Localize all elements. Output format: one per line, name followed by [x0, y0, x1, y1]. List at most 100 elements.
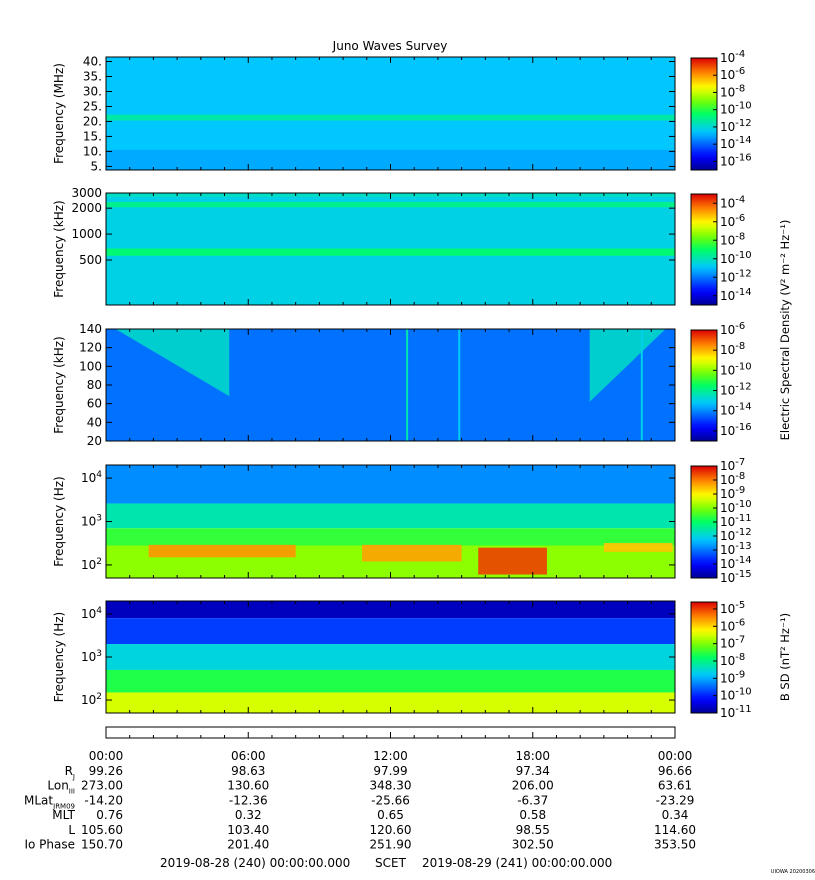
y-tick-label: 120 [79, 341, 102, 355]
y-tick-label: 103 [81, 514, 102, 529]
ephemeris-value: 105.60 [81, 823, 123, 837]
figure-title: Juno Waves Survey [332, 39, 448, 53]
spectrogram-panel-3: 20 40 60 80 100 120 140 Frequency (kHz) 10-6 10-8… [52, 321, 752, 448]
y-tick-label: 1000 [71, 227, 102, 241]
y-tick-label: 102 [81, 557, 102, 572]
colorbar-label: B SD (nT² Hz⁻¹) [778, 613, 792, 701]
colorbar-tick-label: 10-16 [720, 422, 752, 438]
colorbar-tick-label: 10-8 [720, 471, 745, 487]
ephemeris-value: -14.20 [84, 793, 123, 807]
colorbar-tick-label: 10-13 [720, 541, 752, 557]
ephemeris-value: 0.58 [519, 808, 546, 822]
ephemeris-value: 150.70 [81, 838, 123, 852]
ephemeris-row-label: Io Phase [24, 838, 75, 852]
feature-emission-1 [115, 329, 230, 397]
feature-emission-2 [589, 329, 666, 402]
ephemeris-value: 0.32 [235, 808, 262, 822]
colorbar-tick-label: 10-10 [720, 101, 752, 117]
spectrogram-panel-1: 5.10.15.20.25.30.35.40. Frequency (MHz) 10… [52, 49, 752, 173]
feature-band-0 [106, 465, 675, 504]
time-label: 18:00 [515, 749, 550, 763]
ephemeris-row-label: L [68, 823, 75, 837]
ephemeris-value: 201.40 [227, 838, 269, 852]
y-tick-label: 20 [87, 434, 102, 448]
colorbar-tick-label: 10-8 [720, 83, 745, 99]
colorbar-scale [690, 465, 718, 579]
y-axis-label: Frequency (Hz) [52, 476, 66, 567]
ephemeris-value: 0.65 [377, 808, 404, 822]
colorbar-tick-label: 10-6 [720, 66, 745, 82]
feature-burst-6 [478, 547, 547, 575]
colorbar: 10-710-810-910-1010-1110-1210-1310-1410-… [690, 457, 752, 585]
colorbar-scale [690, 329, 718, 442]
y-tick-label: 100 [79, 359, 102, 373]
time-label: 00:00 [658, 749, 693, 763]
y-tick-label: 104 [81, 606, 102, 621]
ephemeris-value: 97.99 [373, 764, 407, 778]
colorbar-tick-label: 10-12 [720, 268, 752, 284]
colorbar: 10-4 10-6 10-8 10-10 10-12 10-14 Electric Spec… [690, 193, 792, 440]
ephemeris-value: 302.50 [512, 838, 554, 852]
start-time: 2019-08-28 (240) 00:00:00.000 [160, 856, 350, 870]
y-tick-label: 60 [87, 397, 102, 411]
colorbar-tick-label: 10-6 [720, 321, 745, 337]
ephemeris-value: 348.30 [370, 779, 412, 793]
feature-band-1 [106, 114, 675, 121]
colorbar-tick-label: 10-16 [720, 152, 752, 168]
y-tick-label: 5. [91, 159, 102, 173]
ephemeris-value: 98.55 [516, 823, 550, 837]
y-tick-label: 10. [83, 144, 102, 158]
colorbar-tick-label: 10-4 [720, 49, 745, 65]
ephemeris-value: -12.36 [229, 793, 268, 807]
time-axis [105, 726, 676, 739]
ephemeris-table: 00:00 06:00 12:00 18:00 00:00 RJ 99.26 98.63 97.… [24, 749, 696, 852]
colorbar-tick-label: 10-10 [720, 687, 752, 703]
end-time: 2019-08-29 (241) 00:00:00.000 [422, 856, 612, 870]
feature-band-3 [106, 669, 675, 693]
ephemeris-value: 63.61 [658, 779, 692, 793]
feature-band-2 [106, 644, 675, 670]
y-tick-label: 500 [79, 253, 102, 267]
ephemeris-value: 96.66 [658, 764, 692, 778]
colorbar-tick-label: 10-14 [720, 135, 752, 151]
colorbar-tick-label: 10-12 [720, 382, 752, 398]
colorbar-tick-label: 10-5 [720, 600, 745, 616]
colorbar-tick-label: 10-4 [720, 194, 745, 210]
y-tick-label: 80 [87, 378, 102, 392]
ephemeris-value: 98.63 [231, 764, 265, 778]
colorbar-scale [690, 193, 718, 306]
colorbar-tick-label: 10-6 [720, 213, 745, 229]
colorbar-tick-label: 10-8 [720, 652, 745, 668]
feature-burst-4 [148, 544, 296, 558]
ephemeris-row-label: LonIII [47, 779, 75, 796]
feature-burst-7 [603, 542, 673, 552]
ephemeris-value: 99.26 [89, 764, 123, 778]
y-tick-label: 102 [81, 692, 102, 707]
colorbar-tick-label: 10-11 [720, 513, 752, 529]
ephemeris-value: 206.00 [512, 779, 554, 793]
colorbar-tick-label: 10-7 [720, 635, 745, 651]
colorbar-tick-label: 10-15 [720, 569, 752, 585]
ephemeris-value: 0.76 [96, 808, 123, 822]
ephemeris-value: 120.60 [370, 823, 412, 837]
ephemeris-value: 103.40 [227, 823, 269, 837]
feature-band-2 [106, 202, 675, 208]
y-tick-label: 104 [81, 470, 102, 485]
y-axis-label: Frequency (kHz) [52, 200, 66, 297]
ephemeris-value: -6.37 [517, 793, 548, 807]
colorbar-tick-label: 10-11 [720, 704, 752, 720]
y-tick-label: 35. [83, 69, 102, 83]
y-axis-label: Frequency (Hz) [52, 612, 66, 703]
feature-band-1 [106, 248, 675, 256]
colorbar-tick-label: 10-10 [720, 499, 752, 515]
colorbar-tick-label: 10-6 [720, 617, 745, 633]
time-system-label: SCET [375, 856, 407, 870]
feature-band-1 [106, 503, 675, 529]
feature-burst-5 [362, 544, 462, 562]
y-tick-label: 2000 [71, 201, 102, 215]
y-axis-label: Frequency (kHz) [52, 336, 66, 433]
